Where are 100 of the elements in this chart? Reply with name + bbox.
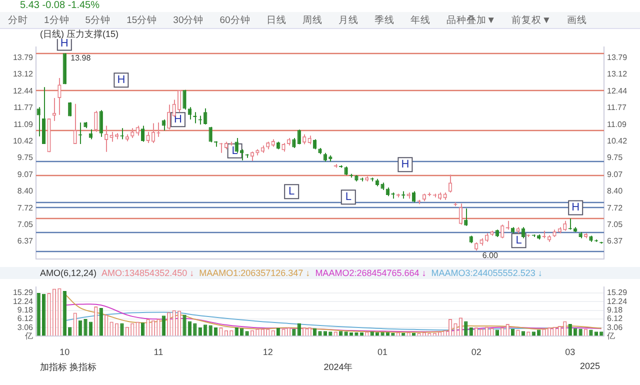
text: 分时 — [7, 14, 29, 26]
ref-line-label: H — [174, 114, 182, 126]
y-tick-label: 7.05 — [17, 220, 34, 229]
y2-tick-label: 11.09 — [607, 120, 627, 129]
candlestick — [172, 99, 176, 118]
x-tick-label: 02 — [471, 347, 482, 358]
y-tick-label: 12.24 — [12, 296, 34, 306]
candlestick — [110, 131, 114, 142]
chart-subtitle: (日线) 压力支撑(15) — [39, 29, 120, 39]
x-tick-label: 03 — [565, 347, 576, 358]
text: 画线 — [566, 14, 588, 26]
ref-line-label: L — [288, 186, 295, 198]
y-tick-label: 13.79 — [12, 53, 34, 62]
text: 60分钟 — [218, 14, 252, 26]
ref-line-label: H — [401, 158, 410, 171]
candlestick — [297, 129, 301, 145]
ref-line-label: L — [345, 191, 352, 204]
candlestick — [188, 106, 192, 120]
candlestick — [73, 103, 77, 144]
y2-tick-label: 15.29 — [607, 288, 628, 298]
candlestick — [177, 90, 182, 113]
y2-tick-label: 11.77 — [607, 103, 627, 112]
candlestick — [94, 110, 98, 132]
text: 周线 — [301, 14, 324, 26]
annotation: 13.98 — [70, 53, 92, 62]
y2-tick-label: 7.05 — [607, 220, 624, 229]
y2-tick-label: 12.44 — [607, 86, 628, 96]
candlestick — [136, 125, 140, 136]
y-tick-label: 11.09 — [14, 120, 34, 129]
y-tick-label: 9.18 — [17, 305, 34, 314]
text: MAAMO1:206357126.347 ↓ — [199, 267, 310, 279]
candlestick — [36, 106, 40, 137]
y2-tick-label: 9.07 — [607, 170, 624, 179]
text: 15分钟 — [126, 14, 158, 26]
text: MAAMO2:268454765.664 ↓ — [315, 267, 426, 279]
text: 2025 — [580, 361, 600, 373]
text: AMO:134854352.450 ↓ — [102, 267, 194, 279]
text: 前复权▼ — [510, 14, 552, 26]
candlestick — [88, 128, 93, 140]
ref-line-label: H — [60, 37, 68, 50]
y2-tick-label: 12.24 — [607, 296, 628, 306]
x-tick-label: 11 — [154, 347, 164, 358]
line-series — [64, 304, 602, 332]
y-tick-label: 13.12 — [12, 70, 34, 79]
y2-tick-label: 9.18 — [607, 305, 624, 314]
line-series — [64, 293, 602, 333]
candlestick — [130, 128, 134, 139]
candlestick — [292, 138, 296, 148]
x-tick-label: 12 — [262, 347, 273, 358]
ref-line-label: H — [117, 74, 126, 86]
y-tick-label: 亿 — [24, 331, 33, 340]
y-tick-label: 15.29 — [12, 288, 34, 298]
y2-tick-label: 8.40 — [607, 186, 624, 196]
text: 5分钟 — [84, 14, 112, 26]
candlestick — [151, 122, 156, 144]
text: 加指标 换指标 — [40, 361, 97, 374]
y-tick-label: 6.12 — [17, 314, 34, 324]
x-tick-label: 01 — [378, 347, 388, 358]
text: MAAMO3:244055552.523 ↓ — [431, 267, 542, 279]
text: 日线 — [265, 14, 288, 26]
y-tick-label: 6.37 — [17, 236, 34, 246]
y-tick-label: 8.40 — [17, 186, 34, 196]
y2-tick-label: 13.12 — [607, 70, 628, 79]
candlestick — [182, 89, 186, 110]
candlestick — [240, 148, 244, 161]
text: 30分钟 — [172, 14, 205, 26]
legend-title: AMO(6,12,24) — [40, 267, 97, 279]
text: 年线 — [409, 14, 432, 26]
text: 季线 — [373, 14, 396, 26]
y-tick-label: 7.72 — [17, 203, 34, 212]
candlestick — [99, 110, 103, 138]
y2-tick-label: 9.75 — [607, 153, 624, 162]
candlestick — [146, 131, 150, 144]
x-tick-label: 10 — [60, 347, 70, 358]
candlestick — [68, 102, 72, 117]
y2-tick-label: 6.37 — [607, 236, 624, 246]
y-tick-label: 12.44 — [12, 86, 34, 96]
y-tick-label: 9.75 — [17, 153, 34, 162]
y-tick-label: 9.07 — [17, 170, 34, 179]
ref-line-label: L — [232, 144, 238, 157]
candlestick — [52, 97, 56, 122]
y-tick-label: 11.77 — [14, 103, 34, 112]
ref-line-label: L — [516, 234, 522, 247]
y2-tick-label: 7.72 — [607, 203, 624, 212]
y2-tick-label: 6.12 — [607, 314, 624, 324]
candlestick — [58, 77, 62, 116]
y2-tick-label: 亿 — [606, 331, 615, 340]
candlestick — [141, 125, 145, 142]
y2-tick-label: 3.06 — [607, 322, 624, 332]
text: 1分钟 — [43, 14, 70, 26]
text: 月线 — [337, 14, 360, 26]
text: 品种叠加▼ — [445, 14, 497, 26]
annotation: 6.00 — [482, 250, 498, 260]
candlestick — [208, 126, 212, 143]
text: 2024年 — [324, 361, 353, 374]
y-tick-label: 10.42 — [12, 136, 34, 146]
ref-line-label: H — [572, 202, 580, 214]
candlestick — [458, 203, 463, 226]
candlestick — [464, 208, 468, 226]
y-tick-label: 3.06 — [17, 322, 34, 332]
